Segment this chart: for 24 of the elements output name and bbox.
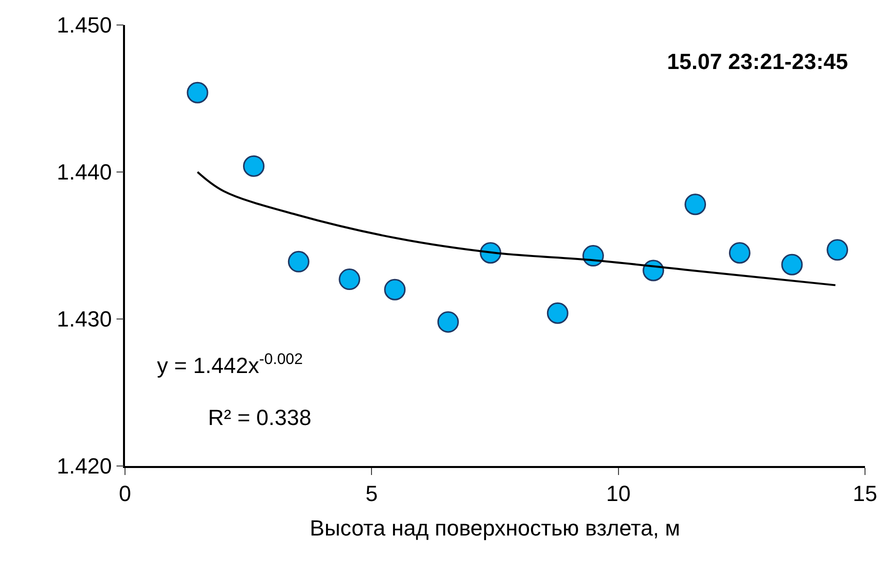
point <box>684 194 706 216</box>
x-axis-title: Высота над поверхностью взлета, м <box>310 516 680 541</box>
x-tick-label: 15 <box>852 481 878 506</box>
x-tick-label: 5 <box>366 481 378 506</box>
line-series <box>196 171 836 286</box>
y-tick-label: 1.420 <box>56 454 112 479</box>
point <box>186 82 208 104</box>
point <box>728 242 750 264</box>
point <box>243 155 265 177</box>
text: 15.07 23:21-23:45 <box>667 49 848 74</box>
y-tick-label: 1.430 <box>56 306 112 332</box>
y-tick-label: 1.440 <box>56 160 112 185</box>
point <box>546 302 568 324</box>
x-tick-label: 0 <box>118 481 132 506</box>
y-tick-label: 1.450 <box>56 12 112 38</box>
annotation: R² = 0.338 <box>208 405 312 430</box>
annotation: y = 1.442x$^{-0.002}$ <box>157 351 303 378</box>
x-tick-label: 10 <box>606 481 631 506</box>
point <box>288 250 310 272</box>
point <box>384 278 406 300</box>
point <box>338 268 360 290</box>
point <box>437 311 459 333</box>
point <box>826 239 848 261</box>
point <box>781 254 803 276</box>
